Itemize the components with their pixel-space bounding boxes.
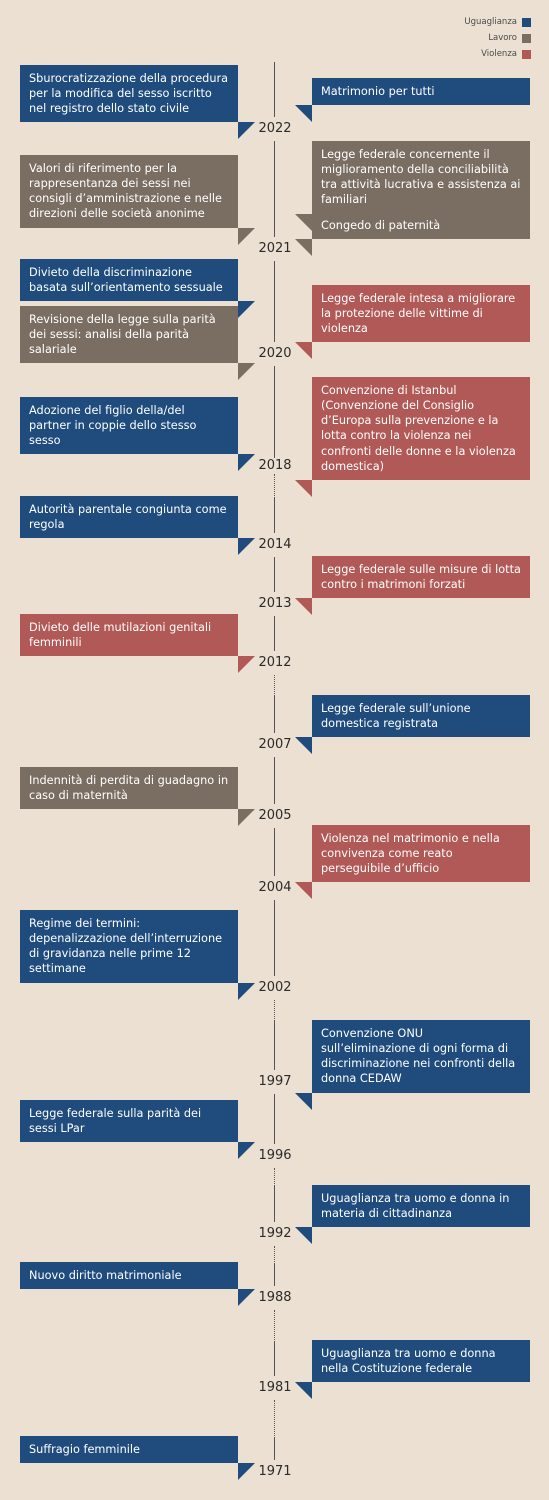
axis-segment — [274, 557, 275, 592]
event-text: Suffragio femminile — [29, 1443, 140, 1456]
event-box-uguaglianza: Adozione del figlio della/del partner in… — [20, 397, 255, 472]
year-label: 1996 — [240, 1148, 310, 1164]
event-text: Adozione del figlio della/del partner in… — [29, 404, 197, 448]
axis-segment — [274, 1341, 275, 1376]
legend-item-uguaglianza: Uguaglianza — [464, 14, 531, 30]
legend-item-lavoro: Lavoro — [464, 30, 531, 46]
event-text: Legge federale sulla parità dei sessi LP… — [29, 1107, 202, 1136]
axis-segment — [274, 1094, 275, 1144]
axis-segment — [274, 695, 275, 733]
axis-segment — [274, 366, 275, 476]
legend-swatch — [522, 49, 531, 59]
axis-segment — [274, 497, 275, 533]
axis-segment — [274, 1020, 275, 1070]
axis-segment — [274, 1263, 275, 1286]
event-box-violenza: Divieto delle mutilazioni genitali femmi… — [20, 614, 255, 674]
event-text: Convenzione di Istanbul (Convenzione del… — [321, 384, 516, 473]
legend-label: Lavoro — [488, 33, 517, 43]
event-box-lavoro: Valori di riferimento per la rappresenta… — [20, 155, 255, 244]
year-label: 1988 — [240, 1290, 310, 1306]
legend-swatch — [522, 33, 531, 43]
event-text: Sburocratizzazione della procedura per l… — [29, 72, 229, 116]
year-label: 2020 — [240, 346, 310, 362]
event-box-violenza: Legge federale sulle misure di lotta con… — [295, 556, 530, 616]
event-box-uguaglianza: Uguaglianza tra uomo e donna nella Costi… — [295, 1340, 530, 1400]
axis-dotted-segment — [274, 1000, 275, 1019]
event-box-lavoro: Revisione della legge sulla parità dei s… — [20, 306, 255, 381]
legend-swatch — [522, 17, 531, 27]
event-box-uguaglianza: Matrimonio per tutti — [295, 78, 530, 123]
legend-label: Violenza — [481, 49, 517, 59]
event-box-uguaglianza: Divieto della discriminazione basata sul… — [20, 259, 255, 319]
event-box-lavoro: Indennità di perdita di guadagno in caso… — [20, 767, 255, 827]
event-text: Uguaglianza tra uomo e donna nella Costi… — [321, 1347, 496, 1376]
event-box-uguaglianza: Regime dei termini: depenalizzazione del… — [20, 910, 255, 999]
axis-segment — [274, 1437, 275, 1460]
year-label: 2002 — [240, 980, 310, 996]
event-box-violenza: Legge federale intesa a migliorare la pr… — [295, 285, 530, 360]
axis-dotted-segment — [274, 1168, 275, 1184]
event-text: Legge federale intesa a migliorare la pr… — [321, 292, 516, 336]
year-label: 2013 — [240, 596, 310, 612]
axis-dotted-segment — [274, 1310, 275, 1340]
event-box-uguaglianza: Autorità parentale congiunta come regola — [20, 496, 255, 556]
year-label: 1971 — [240, 1464, 310, 1480]
event-text: Revisione della legge sulla parità dei s… — [29, 313, 216, 357]
axis-segment — [274, 828, 275, 876]
event-box-uguaglianza: Convenzione ONU sull’eliminazione di ogn… — [295, 1020, 530, 1109]
year-label: 2018 — [240, 458, 310, 474]
event-text: Divieto della discriminazione basata sul… — [29, 266, 223, 295]
axis-dotted-segment — [274, 675, 275, 694]
axis-segment — [274, 757, 275, 804]
axis-segment — [274, 261, 275, 342]
event-text: Uguaglianza tra uomo e donna in materia … — [321, 1192, 510, 1221]
year-label: 1981 — [240, 1380, 310, 1396]
event-text: Congedo di paternità — [321, 219, 441, 232]
axis-segment — [274, 62, 275, 117]
event-box-uguaglianza: Sburocratizzazione della procedura per l… — [20, 65, 255, 140]
year-label: 2012 — [240, 655, 310, 671]
event-text: Valori di riferimento per la rappresenta… — [29, 162, 222, 221]
legend: Uguaglianza Lavoro Violenza — [464, 14, 531, 62]
event-text: Legge federale sull’unione domestica reg… — [321, 702, 471, 731]
year-label: 2004 — [240, 880, 310, 896]
event-text: Autorità parentale congiunta come regola — [29, 503, 227, 532]
event-box-lavoro: Legge federale concernente il migliorame… — [295, 141, 530, 230]
axis-segment — [274, 900, 275, 976]
axis-segment — [274, 141, 275, 237]
axis-segment — [274, 1185, 275, 1222]
event-box-violenza: Convenzione di Istanbul (Convenzione del… — [295, 377, 530, 497]
event-box-uguaglianza: Legge federale sulla parità dei sessi LP… — [20, 1100, 255, 1160]
year-label: 2014 — [240, 537, 310, 553]
event-box-violenza: Violenza nel matrimonio e nella conviven… — [295, 825, 530, 900]
event-text: Divieto delle mutilazioni genitali femmi… — [29, 621, 212, 650]
event-box-uguaglianza: Suffragio femminile — [20, 1436, 255, 1481]
event-text: Violenza nel matrimonio e nella conviven… — [321, 832, 500, 876]
event-text: Legge federale sulle misure di lotta con… — [321, 563, 521, 592]
year-label: 2005 — [240, 808, 310, 824]
event-text: Regime dei termini: depenalizzazione del… — [29, 917, 223, 976]
year-label: 1997 — [240, 1074, 310, 1090]
year-label: 1992 — [240, 1226, 310, 1242]
event-text: Nuovo diritto matrimoniale — [29, 1269, 182, 1282]
axis-segment — [274, 616, 275, 651]
event-text: Matrimonio per tutti — [321, 85, 435, 98]
event-text: Convenzione ONU sull’eliminazione di ogn… — [321, 1027, 516, 1086]
axis-dotted-segment — [274, 1246, 275, 1262]
event-box-uguaglianza: Legge federale sull’unione domestica reg… — [295, 695, 530, 755]
axis-dotted-segment — [274, 1400, 275, 1436]
event-box-uguaglianza: Uguaglianza tra uomo e donna in materia … — [295, 1185, 530, 1245]
legend-item-violenza: Violenza — [464, 46, 531, 62]
year-label: 2007 — [240, 737, 310, 753]
event-text: Legge federale concernente il migliorame… — [321, 148, 521, 207]
event-text: Indennità di perdita di guadagno in caso… — [29, 774, 229, 803]
event-box-uguaglianza: Nuovo diritto matrimoniale — [20, 1262, 255, 1307]
legend-label: Uguaglianza — [464, 17, 517, 27]
axis-dotted-segment — [274, 477, 275, 496]
year-label: 2022 — [240, 121, 310, 137]
event-box-lavoro: Congedo di paternità — [295, 212, 530, 257]
year-label: 2021 — [240, 241, 310, 257]
